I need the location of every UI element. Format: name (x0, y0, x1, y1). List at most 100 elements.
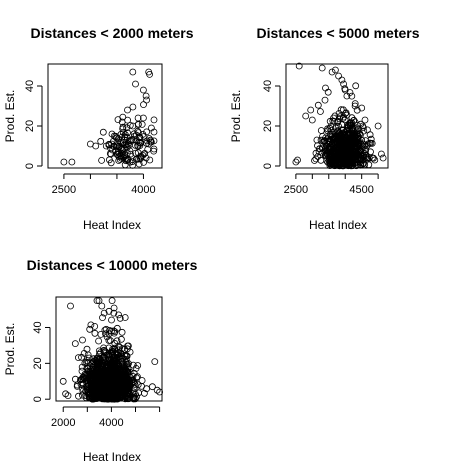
data-point (79, 387, 87, 395)
plot-frame (47, 63, 163, 169)
data-point (97, 137, 105, 145)
data-point (317, 156, 325, 164)
x-tick-label: 4500 (349, 184, 373, 196)
data-point (118, 335, 125, 343)
data-point (340, 113, 348, 121)
data-point (99, 383, 107, 391)
data-point (321, 96, 329, 104)
data-point (337, 106, 345, 114)
data-point (138, 377, 146, 384)
data-point (146, 156, 154, 164)
data-point (116, 377, 124, 384)
data-point (114, 358, 122, 366)
data-point (94, 361, 102, 369)
y-tick-label: 20 (24, 120, 36, 132)
data-point (361, 141, 369, 149)
data-point (333, 160, 341, 168)
data-point (121, 373, 128, 381)
data-point (308, 116, 316, 124)
data-point (67, 302, 74, 310)
data-point (340, 143, 348, 151)
data-point (110, 142, 117, 150)
data-point (84, 359, 92, 366)
data-point (360, 153, 368, 160)
data-point (68, 158, 76, 166)
data-point (91, 390, 99, 398)
data-point (335, 134, 343, 142)
data-point (346, 89, 354, 96)
data-point (318, 144, 326, 152)
x-tick-label: 4000 (131, 184, 155, 196)
data-point (348, 114, 356, 122)
data-point (333, 143, 340, 151)
data-point (320, 137, 328, 145)
data-point (95, 297, 103, 305)
y-tick-label: 40 (262, 80, 274, 92)
data-point (111, 328, 119, 336)
data-point (295, 62, 303, 70)
data-point (110, 304, 118, 312)
data-point (83, 345, 91, 353)
data-point (340, 158, 348, 165)
data-point (120, 372, 128, 380)
data-point (106, 356, 113, 364)
data-point (324, 88, 332, 96)
data-point (85, 354, 93, 362)
data-point (352, 147, 360, 155)
data-point (307, 106, 315, 114)
data-point (361, 161, 369, 169)
data-point (140, 389, 148, 397)
data-point (108, 388, 115, 396)
data-point (119, 129, 127, 136)
data-point (110, 367, 118, 375)
data-point (377, 150, 385, 158)
data-point (117, 387, 125, 395)
data-point (106, 150, 114, 157)
data-point (105, 344, 113, 352)
y-axis-ticks: 0 20 40 (262, 80, 281, 169)
data-point (105, 307, 113, 315)
data-point (140, 101, 147, 108)
data-point (94, 369, 102, 377)
x-axis-label: Heat Index (83, 450, 141, 464)
panel-title: Distances < 5000 meters (256, 25, 419, 41)
data-point (330, 118, 338, 125)
data-point (133, 137, 141, 145)
data-point (111, 379, 119, 387)
data-point (316, 108, 324, 115)
panel-title: Distances < 2000 meters (30, 25, 193, 41)
data-point (100, 309, 108, 317)
data-point (79, 336, 86, 344)
data-point (93, 358, 101, 366)
x-tick-label: 2500 (52, 184, 76, 196)
data-point (341, 128, 349, 136)
data-point (316, 145, 324, 153)
data-point (98, 156, 105, 164)
data-point (357, 159, 365, 167)
data-point (113, 142, 120, 150)
y-tick-label: 40 (24, 80, 36, 92)
data-point (102, 325, 110, 333)
data-point (361, 148, 369, 155)
data-point (122, 143, 130, 151)
data-point (121, 133, 129, 141)
data-point (150, 128, 158, 136)
data-point (150, 116, 158, 124)
data-point (141, 149, 149, 157)
data-points (60, 68, 158, 169)
data-point (114, 139, 122, 147)
data-point (294, 156, 301, 164)
data-point (91, 322, 99, 330)
y-axis-label: Prod. Est. (3, 323, 17, 376)
data-point (112, 134, 120, 142)
data-point (129, 68, 137, 76)
data-point (146, 71, 154, 78)
data-point (126, 348, 134, 356)
data-point (91, 329, 99, 337)
data-point (91, 381, 99, 389)
data-point (351, 131, 359, 139)
data-point (331, 66, 339, 74)
data-point (129, 136, 137, 144)
data-point (123, 352, 131, 360)
data-point (124, 116, 131, 124)
